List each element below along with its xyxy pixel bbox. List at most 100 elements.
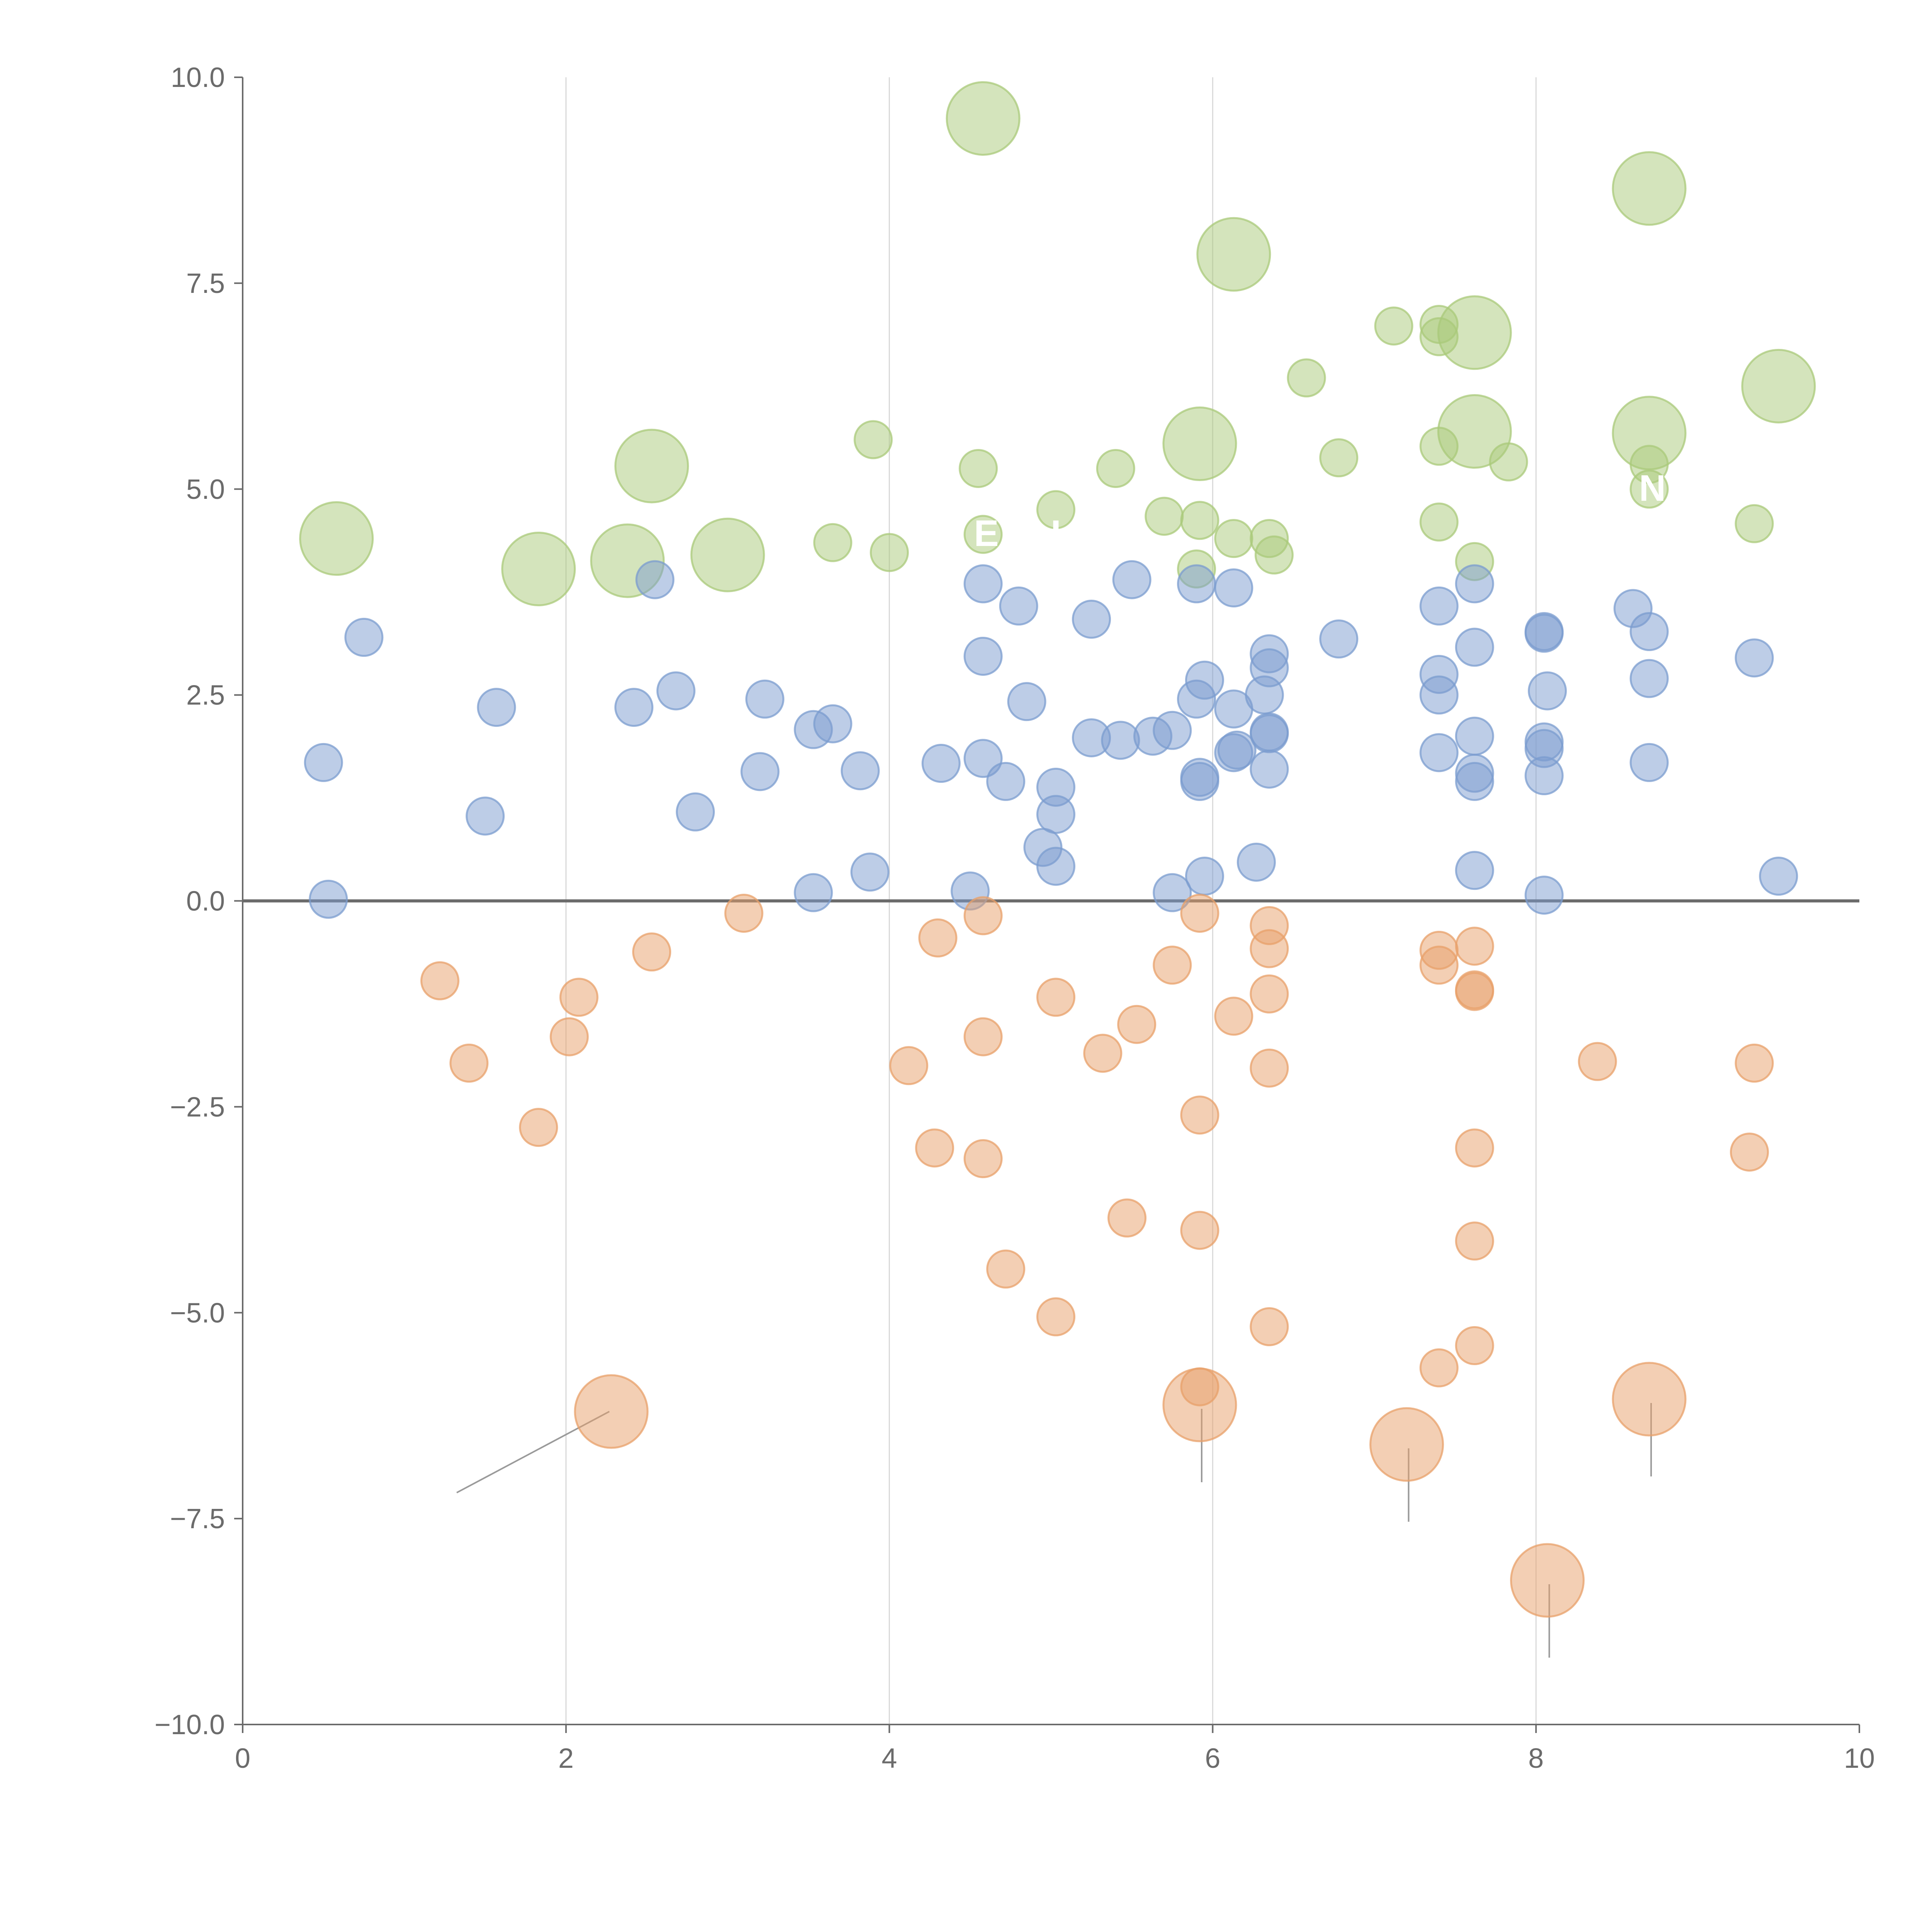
- blue-point: [963, 636, 1003, 676]
- orange-point: [1419, 946, 1459, 985]
- green-point: [1162, 406, 1237, 481]
- blue-point: [1036, 847, 1076, 886]
- green-point: [963, 515, 1003, 554]
- blue-point: [1527, 671, 1567, 711]
- data-points: [299, 81, 1816, 1618]
- green-point: [1374, 306, 1413, 346]
- orange-point: [1180, 1211, 1219, 1250]
- blue-point: [1250, 648, 1289, 687]
- blue-point: [1455, 628, 1494, 667]
- blue-point: [1217, 730, 1257, 770]
- green-point: [1145, 497, 1184, 536]
- blue-point: [1629, 659, 1669, 698]
- blue-point: [344, 617, 384, 657]
- blue-point: [1177, 564, 1216, 604]
- blue-point: [740, 752, 780, 791]
- green-point: [1196, 217, 1271, 292]
- orange-point: [1455, 1326, 1494, 1366]
- green-point: [1735, 504, 1774, 543]
- y-tick-label: −5.0: [170, 1298, 225, 1328]
- orange-point: [1250, 1307, 1289, 1346]
- y-tick-label: −7.5: [170, 1503, 225, 1534]
- orange-point: [724, 893, 764, 933]
- annotation-label: N: [1639, 468, 1666, 509]
- blue-point: [1419, 586, 1459, 626]
- y-tick-label: 5.0: [186, 474, 225, 505]
- orange-point: [1117, 1005, 1156, 1044]
- blue-point: [1185, 857, 1224, 896]
- orange-point: [1250, 974, 1289, 1014]
- blue-point: [963, 564, 1003, 604]
- blue-point: [1455, 564, 1494, 604]
- blue-point: [1112, 560, 1151, 599]
- blue-point: [794, 873, 833, 912]
- y-tick-label: 0.0: [186, 886, 225, 917]
- orange-point: [986, 1249, 1026, 1289]
- y-tick-label: 10.0: [171, 62, 225, 93]
- orange-point: [1455, 1221, 1494, 1261]
- orange-point: [1180, 1095, 1219, 1135]
- orange-point: [574, 1374, 649, 1449]
- blue-point: [850, 852, 889, 892]
- blue-point: [676, 792, 715, 832]
- orange-point: [963, 1017, 1003, 1056]
- green-point: [1419, 427, 1459, 466]
- orange-point: [915, 1128, 954, 1168]
- x-tick-label: 4: [882, 1743, 897, 1774]
- y-tick-label: 2.5: [186, 680, 225, 711]
- orange-point: [1250, 1048, 1289, 1088]
- orange-point: [963, 896, 1003, 935]
- green-point: [1612, 151, 1687, 226]
- blue-point: [656, 671, 696, 711]
- orange-point: [918, 918, 957, 957]
- y-tick-label: −10.0: [155, 1709, 225, 1740]
- blue-point: [477, 688, 516, 727]
- x-tick-label: 0: [235, 1743, 250, 1774]
- orange-point: [449, 1043, 489, 1083]
- blue-point: [1524, 614, 1564, 653]
- orange-point: [1730, 1133, 1769, 1172]
- blue-point: [1153, 711, 1192, 750]
- annotations: E I N: [974, 468, 1666, 554]
- orange-point: [889, 1046, 929, 1085]
- orange-point: [1455, 927, 1494, 966]
- blue-point: [1214, 568, 1253, 608]
- blue-point: [466, 796, 505, 836]
- blue-point: [635, 560, 675, 599]
- green-point: [1319, 438, 1359, 478]
- green-point: [1036, 490, 1076, 529]
- orange-point: [1036, 978, 1076, 1017]
- y-tick-label: −2.5: [170, 1092, 225, 1122]
- orange-point: [1180, 893, 1219, 933]
- blue-point: [1319, 619, 1359, 659]
- orange-point: [1250, 929, 1289, 968]
- blue-point: [304, 743, 343, 782]
- annotation-label: I: [1051, 513, 1061, 554]
- blue-point: [1629, 612, 1669, 651]
- orange-point: [1214, 997, 1253, 1036]
- blue-point: [1250, 749, 1289, 789]
- orange-point: [1578, 1042, 1617, 1081]
- blue-point: [999, 586, 1038, 626]
- blue-point: [1007, 682, 1046, 721]
- orange-point: [1107, 1198, 1147, 1238]
- orange-point: [1612, 1362, 1687, 1437]
- green-point: [1741, 349, 1816, 423]
- orange-point: [1162, 1367, 1237, 1442]
- blue-point: [921, 744, 961, 783]
- orange-point: [1369, 1407, 1444, 1482]
- orange-point: [1735, 1043, 1774, 1083]
- blue-point: [1524, 876, 1564, 915]
- blue-point: [1455, 716, 1494, 756]
- blue-point: [1419, 675, 1459, 715]
- blue-point: [1524, 756, 1564, 796]
- green-point: [1489, 442, 1528, 481]
- blue-point: [745, 679, 784, 719]
- blue-point: [986, 762, 1026, 801]
- orange-point: [420, 961, 459, 1000]
- axes: 10.0 7.5 5.0 2.5 0.0 −2.5 −5.0 −7.5 −10.0 0 2 4 6 8 10: [155, 62, 1875, 1774]
- blue-point: [1455, 762, 1494, 801]
- orange-point: [963, 1139, 1003, 1179]
- green-point: [870, 533, 909, 572]
